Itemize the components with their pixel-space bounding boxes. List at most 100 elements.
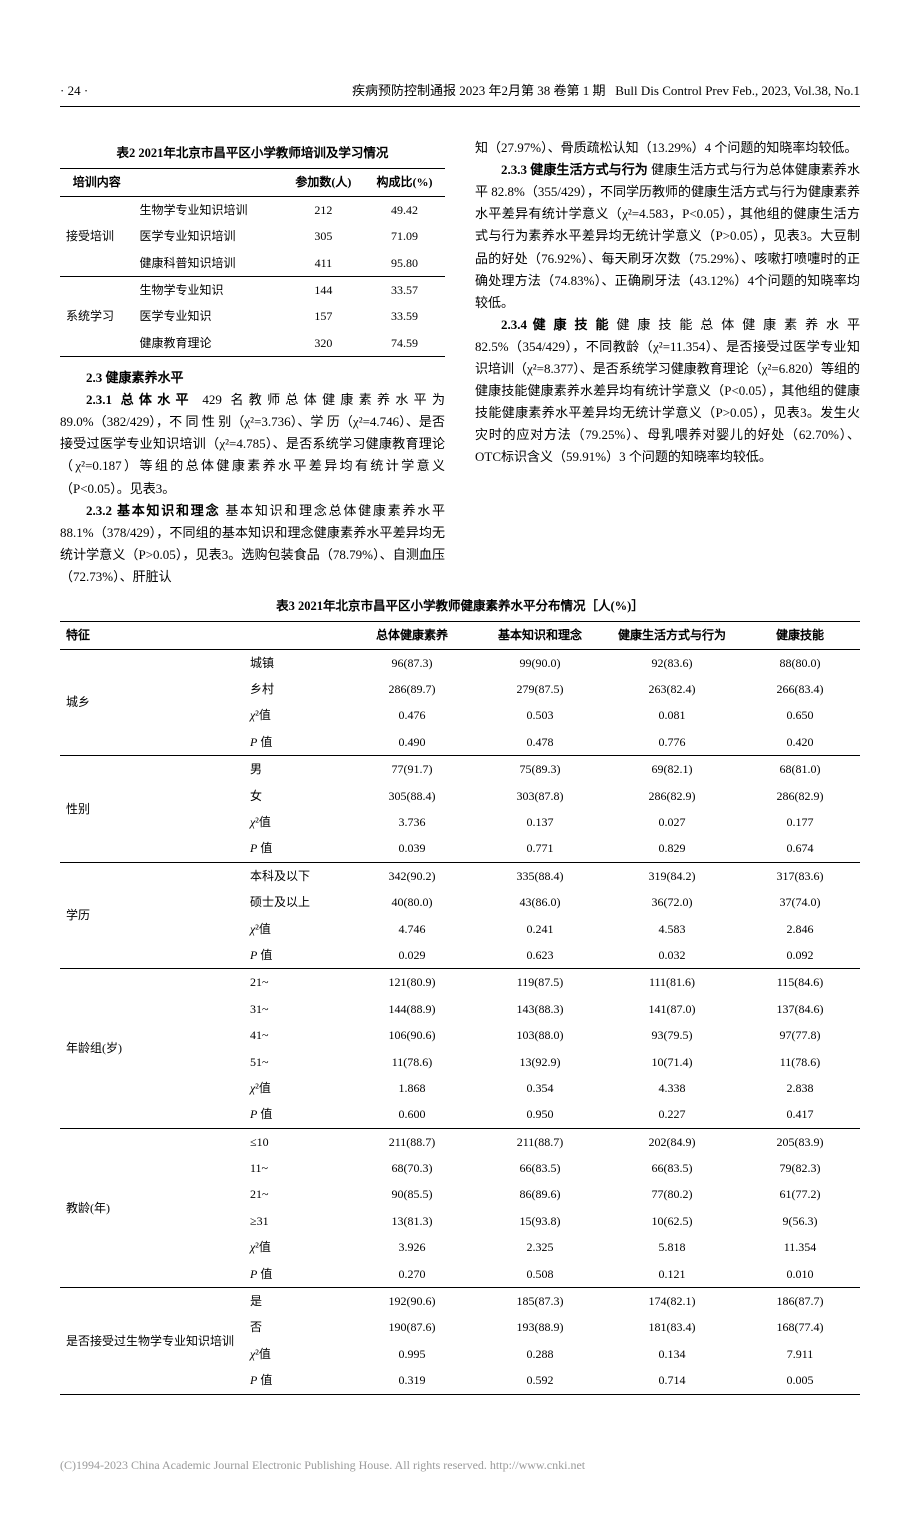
footer-link[interactable]: http://www.cnki.net: [490, 1458, 585, 1472]
t3-cell: 0.490: [348, 729, 476, 756]
sub-2-3-1-body: 429 名教师总体健康素养水平为 89.0%（382/429），不 同 性 别（…: [60, 392, 445, 495]
t3-cell: 0.010: [740, 1261, 860, 1288]
t3-cell: 90(85.5): [348, 1181, 476, 1207]
t3-cell: 190(87.6): [348, 1314, 476, 1340]
t3-cell: 69(82.1): [604, 756, 740, 783]
para-2-3-2: 2.3.2 基本知识和理念 基本知识和理念总体健康素养水平 88.1%（378/…: [60, 500, 445, 588]
t3-category: P 值: [244, 1261, 348, 1288]
t3-cell: 4.746: [348, 916, 476, 942]
t2-cell: 95.80: [364, 250, 445, 277]
journal-info: 疾病预防控制通报 2023 年2月第 38 卷第 1 期 Bull Dis Co…: [352, 80, 860, 102]
t3-cell: 168(77.4): [740, 1314, 860, 1340]
t3-cell: 10(62.5): [604, 1208, 740, 1234]
journal-cn: 疾病预防控制通报 2023 年2月第 38 卷第 1 期: [352, 83, 606, 98]
t3-cell: 61(77.2): [740, 1181, 860, 1207]
t3-cell: 36(72.0): [604, 889, 740, 915]
t3-col3: 基本知识和理念: [476, 622, 604, 649]
t3-cell: 0.714: [604, 1367, 740, 1394]
t3-cell: 106(90.6): [348, 1022, 476, 1048]
t3-cell: 9(56.3): [740, 1208, 860, 1234]
t3-cell: 92(83.6): [604, 649, 740, 676]
t3-category: χ²值: [244, 1075, 348, 1101]
t3-col0: 特征: [60, 622, 244, 649]
t3-cell: 4.583: [604, 916, 740, 942]
t3-category: χ²值: [244, 1341, 348, 1367]
t3-feature: 学历: [60, 862, 244, 969]
t3-cell: 96(87.3): [348, 649, 476, 676]
t3-category: ≥31: [244, 1208, 348, 1234]
t3-cell: 88(80.0): [740, 649, 860, 676]
t3-cell: 0.039: [348, 835, 476, 862]
t3-cell: 0.092: [740, 942, 860, 969]
t3-cell: 0.027: [604, 809, 740, 835]
t2-col3: 构成比(%): [364, 169, 445, 196]
table2-caption: 表2 2021年北京市昌平区小学教师培训及学习情况: [60, 143, 445, 164]
t3-category: 否: [244, 1314, 348, 1340]
t3-category: 21~: [244, 1181, 348, 1207]
t3-cell: 0.478: [476, 729, 604, 756]
t3-feature: 城乡: [60, 649, 244, 756]
t2-group-name: 接受培训: [60, 196, 133, 276]
t3-cell: 0.995: [348, 1341, 476, 1367]
t3-cell: 11(78.6): [348, 1049, 476, 1075]
t3-cell: 79(82.3): [740, 1155, 860, 1181]
t3-cell: 185(87.3): [476, 1288, 604, 1315]
page-header: · 24 · 疾病预防控制通报 2023 年2月第 38 卷第 1 期 Bull…: [60, 80, 860, 107]
t3-cell: 303(87.8): [476, 783, 604, 809]
t3-cell: 181(83.4): [604, 1314, 740, 1340]
t3-cell: 68(81.0): [740, 756, 860, 783]
t3-feature: 是否接受过生物学专业知识培训: [60, 1288, 244, 1395]
t3-cell: 141(87.0): [604, 996, 740, 1022]
t3-category: 硕士及以上: [244, 889, 348, 915]
t2-cell: 144: [283, 276, 364, 303]
t3-cell: 0.121: [604, 1261, 740, 1288]
t3-category: 51~: [244, 1049, 348, 1075]
t3-cell: 0.829: [604, 835, 740, 862]
t3-category: 乡村: [244, 676, 348, 702]
t3-cell: 68(70.3): [348, 1155, 476, 1181]
footer-text: (C)1994-2023 China Academic Journal Elec…: [60, 1458, 490, 1472]
t3-cell: 10(71.4): [604, 1049, 740, 1075]
t3-category: P 值: [244, 835, 348, 862]
t3-cell: 13(92.9): [476, 1049, 604, 1075]
t3-cell: 319(84.2): [604, 862, 740, 889]
sub-2-3-4-head: 2.3.4 健 康 技 能: [501, 317, 611, 332]
t2-cell: 157: [283, 303, 364, 329]
t3-cell: 342(90.2): [348, 862, 476, 889]
table3-caption: 表3 2021年北京市昌平区小学教师健康素养水平分布情况［人(%)］: [60, 596, 860, 617]
t2-category: 医学专业知识: [133, 303, 282, 329]
t3-category: χ²值: [244, 809, 348, 835]
sub-2-3-2-head: 2.3.2 基本知识和理念: [86, 503, 220, 518]
t3-cell: 66(83.5): [604, 1155, 740, 1181]
t3-cell: 0.623: [476, 942, 604, 969]
t2-category: 健康教育理论: [133, 330, 282, 357]
t3-cell: 192(90.6): [348, 1288, 476, 1315]
t3-category: P 值: [244, 1101, 348, 1128]
t3-cell: 0.270: [348, 1261, 476, 1288]
t2-cell: 33.57: [364, 276, 445, 303]
t3-cell: 0.319: [348, 1367, 476, 1394]
t3-cell: 186(87.7): [740, 1288, 860, 1315]
t3-cell: 11(78.6): [740, 1049, 860, 1075]
t3-cell: 211(88.7): [476, 1128, 604, 1155]
t3-cell: 205(83.9): [740, 1128, 860, 1155]
t3-cell: 0.005: [740, 1367, 860, 1394]
t3-cell: 286(82.9): [604, 783, 740, 809]
t3-cell: 0.241: [476, 916, 604, 942]
t3-cell: 263(82.4): [604, 676, 740, 702]
t3-cell: 0.029: [348, 942, 476, 969]
t3-cell: 0.508: [476, 1261, 604, 1288]
t2-cell: 71.09: [364, 223, 445, 249]
t3-cell: 0.476: [348, 702, 476, 728]
t2-category: 生物学专业知识: [133, 276, 282, 303]
t2-cell: 320: [283, 330, 364, 357]
table3: 特征 总体健康素养 基本知识和理念 健康生活方式与行为 健康技能 城乡城镇96(…: [60, 621, 860, 1394]
t3-cell: 279(87.5): [476, 676, 604, 702]
t3-cell: 2.838: [740, 1075, 860, 1101]
t3-cell: 93(79.5): [604, 1022, 740, 1048]
t3-cell: 86(89.6): [476, 1181, 604, 1207]
t3-col4: 健康生活方式与行为: [604, 622, 740, 649]
t2-cell: 305: [283, 223, 364, 249]
sect-2-3-head: 2.3 健康素养水平: [86, 370, 184, 385]
t3-category: χ²值: [244, 1234, 348, 1260]
